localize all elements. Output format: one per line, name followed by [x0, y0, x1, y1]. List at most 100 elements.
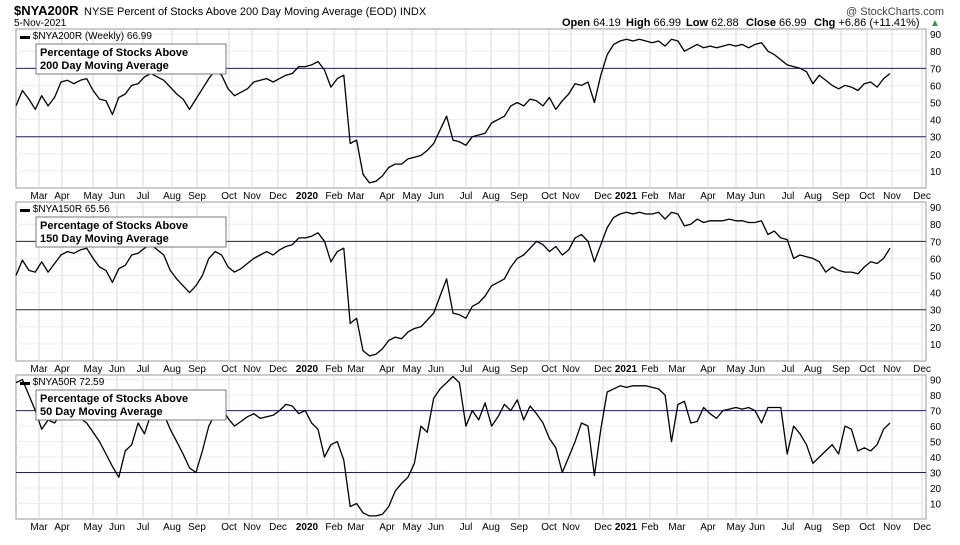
x-tick-label: Jun — [749, 364, 765, 375]
y-tick-label: 30 — [930, 133, 942, 144]
x-tick-label: Mar — [30, 522, 48, 533]
series-line-top — [15, 38, 891, 184]
y-tick-label: 50 — [930, 438, 942, 449]
x-tick-label: Jul — [460, 191, 473, 202]
x-tick-label: Dec — [269, 522, 287, 533]
y-tick-label: 80 — [930, 47, 942, 58]
y-tick-label: 60 — [930, 254, 942, 265]
y-tick-label: 20 — [930, 150, 942, 161]
x-tick-label: Dec — [913, 522, 931, 533]
x-tick-label: Mar — [30, 364, 48, 375]
y-tick-label: 40 — [930, 289, 942, 300]
x-tick-label: Aug — [482, 522, 500, 533]
x-tick-label: Nov — [243, 364, 261, 375]
x-tick-label: Nov — [562, 364, 580, 375]
x-tick-label: Jul — [137, 522, 150, 533]
x-tick-label: Jun — [749, 191, 765, 202]
x-tick-label: Jul — [460, 364, 473, 375]
ohlc-low: Low 62.88 — [686, 17, 739, 29]
x-tick-label: Jul — [137, 364, 150, 375]
x-tick-label: Feb — [641, 522, 659, 533]
y-tick-label: 80 — [930, 391, 942, 402]
x-tick-label: 2020 — [296, 522, 319, 533]
ohlc-high: High 66.99 — [626, 17, 681, 29]
panel-title-line: Percentage of Stocks Above — [40, 220, 188, 232]
x-tick-label: Mar — [668, 191, 686, 202]
chart-date: 5-Nov-2021 — [14, 18, 67, 29]
y-tick-label: 30 — [930, 469, 942, 480]
x-tick-label: May — [727, 364, 746, 375]
panel-title-line: 200 Day Moving Average — [40, 60, 169, 72]
x-tick-label: Apr — [54, 191, 70, 202]
y-tick-label: 10 — [930, 167, 942, 178]
x-tick-label: Mar — [347, 191, 365, 202]
x-tick-label: Feb — [325, 364, 343, 375]
panel-title-line: Percentage of Stocks Above — [40, 47, 188, 59]
y-tick-label: 70 — [930, 237, 942, 248]
ohlc-close: Close 66.99 — [746, 17, 807, 29]
x-tick-label: Aug — [163, 522, 181, 533]
panel-title-line: 150 Day Moving Average — [40, 233, 169, 245]
x-tick-label: May — [403, 191, 422, 202]
x-tick-label: Apr — [700, 191, 716, 202]
x-tick-label: Nov — [883, 522, 901, 533]
x-tick-label: 2020 — [296, 364, 319, 375]
x-tick-label: Jun — [109, 191, 125, 202]
y-tick-label: 80 — [930, 220, 942, 231]
panel-title-line: Percentage of Stocks Above — [40, 393, 188, 405]
y-tick-label: 10 — [930, 340, 942, 351]
y-tick-label: 50 — [930, 272, 942, 283]
x-tick-label: Nov — [883, 364, 901, 375]
x-tick-label: May — [84, 364, 103, 375]
panel-top: 10 20 30 40 50 60 70 80 90 ▬ $NYA200R (Weekly) 66… — [15, 28, 942, 189]
x-tick-label: Sep — [188, 522, 206, 533]
x-tick-label: Feb — [325, 191, 343, 202]
y-tick-label: 70 — [930, 64, 942, 75]
x-tick-label: Feb — [641, 364, 659, 375]
x-tick-label: Jun — [109, 364, 125, 375]
x-tick-label: Sep — [832, 191, 850, 202]
x-tick-label: Aug — [804, 522, 822, 533]
y-tick-label: 60 — [930, 422, 942, 433]
x-tick-label: Jul — [460, 522, 473, 533]
x-tick-label: Sep — [188, 364, 206, 375]
x-tick-label: Jul — [782, 364, 795, 375]
x-tick-label: Jun — [109, 522, 125, 533]
x-tick-label: Jul — [782, 191, 795, 202]
x-tick-label: 2021 — [615, 191, 638, 202]
x-tick-label: Oct — [541, 522, 557, 533]
x-tick-label: 2021 — [615, 522, 638, 533]
x-tick-label: Mar — [668, 522, 686, 533]
x-tick-label: Dec — [594, 522, 612, 533]
x-tick-label: Mar — [668, 364, 686, 375]
x-tick-label: Sep — [510, 522, 528, 533]
x-tick-label: Jul — [782, 522, 795, 533]
x-tick-label: May — [727, 191, 746, 202]
y-tick-label: 20 — [930, 484, 942, 495]
x-tick-label: Sep — [188, 191, 206, 202]
x-tick-label: May — [727, 522, 746, 533]
ohlc-readout: Open 64.19 High 66.99 Low 62.88 Close 66.99… — [562, 17, 940, 29]
x-tick-label: Dec — [913, 191, 931, 202]
x-tick-label: May — [84, 191, 103, 202]
y-tick-label: 60 — [930, 81, 942, 92]
x-tick-label: Mar — [30, 191, 48, 202]
y-tick-label: 90 — [930, 203, 942, 214]
x-tick-label: Feb — [325, 522, 343, 533]
x-tick-label: Jun — [428, 522, 444, 533]
x-tick-label: Nov — [243, 191, 261, 202]
y-tick-label: 70 — [930, 407, 942, 418]
x-tick-label: Dec — [913, 364, 931, 375]
x-tick-label: May — [403, 364, 422, 375]
x-tick-label: Apr — [700, 522, 716, 533]
x-tick-label: Nov — [243, 522, 261, 533]
x-tick-label: Nov — [562, 522, 580, 533]
y-tick-label: 90 — [930, 30, 942, 41]
x-tick-label: Apr — [54, 522, 70, 533]
panel-bottom: 10 20 30 40 50 60 70 80 90 ▬ $NYA50R 72.59 Percent… — [15, 374, 942, 520]
ohlc-chg: Chg +6.86 (+11.41%) — [814, 17, 920, 29]
x-tick-label: Oct — [859, 191, 875, 202]
x-axis: Mar Apr May Jun Jul Aug Sep Oct Nov Dec 2020 Feb Mar… — [30, 191, 931, 533]
panel-legend: ▬ $NYA200R (Weekly) 66.99 — [20, 31, 152, 42]
